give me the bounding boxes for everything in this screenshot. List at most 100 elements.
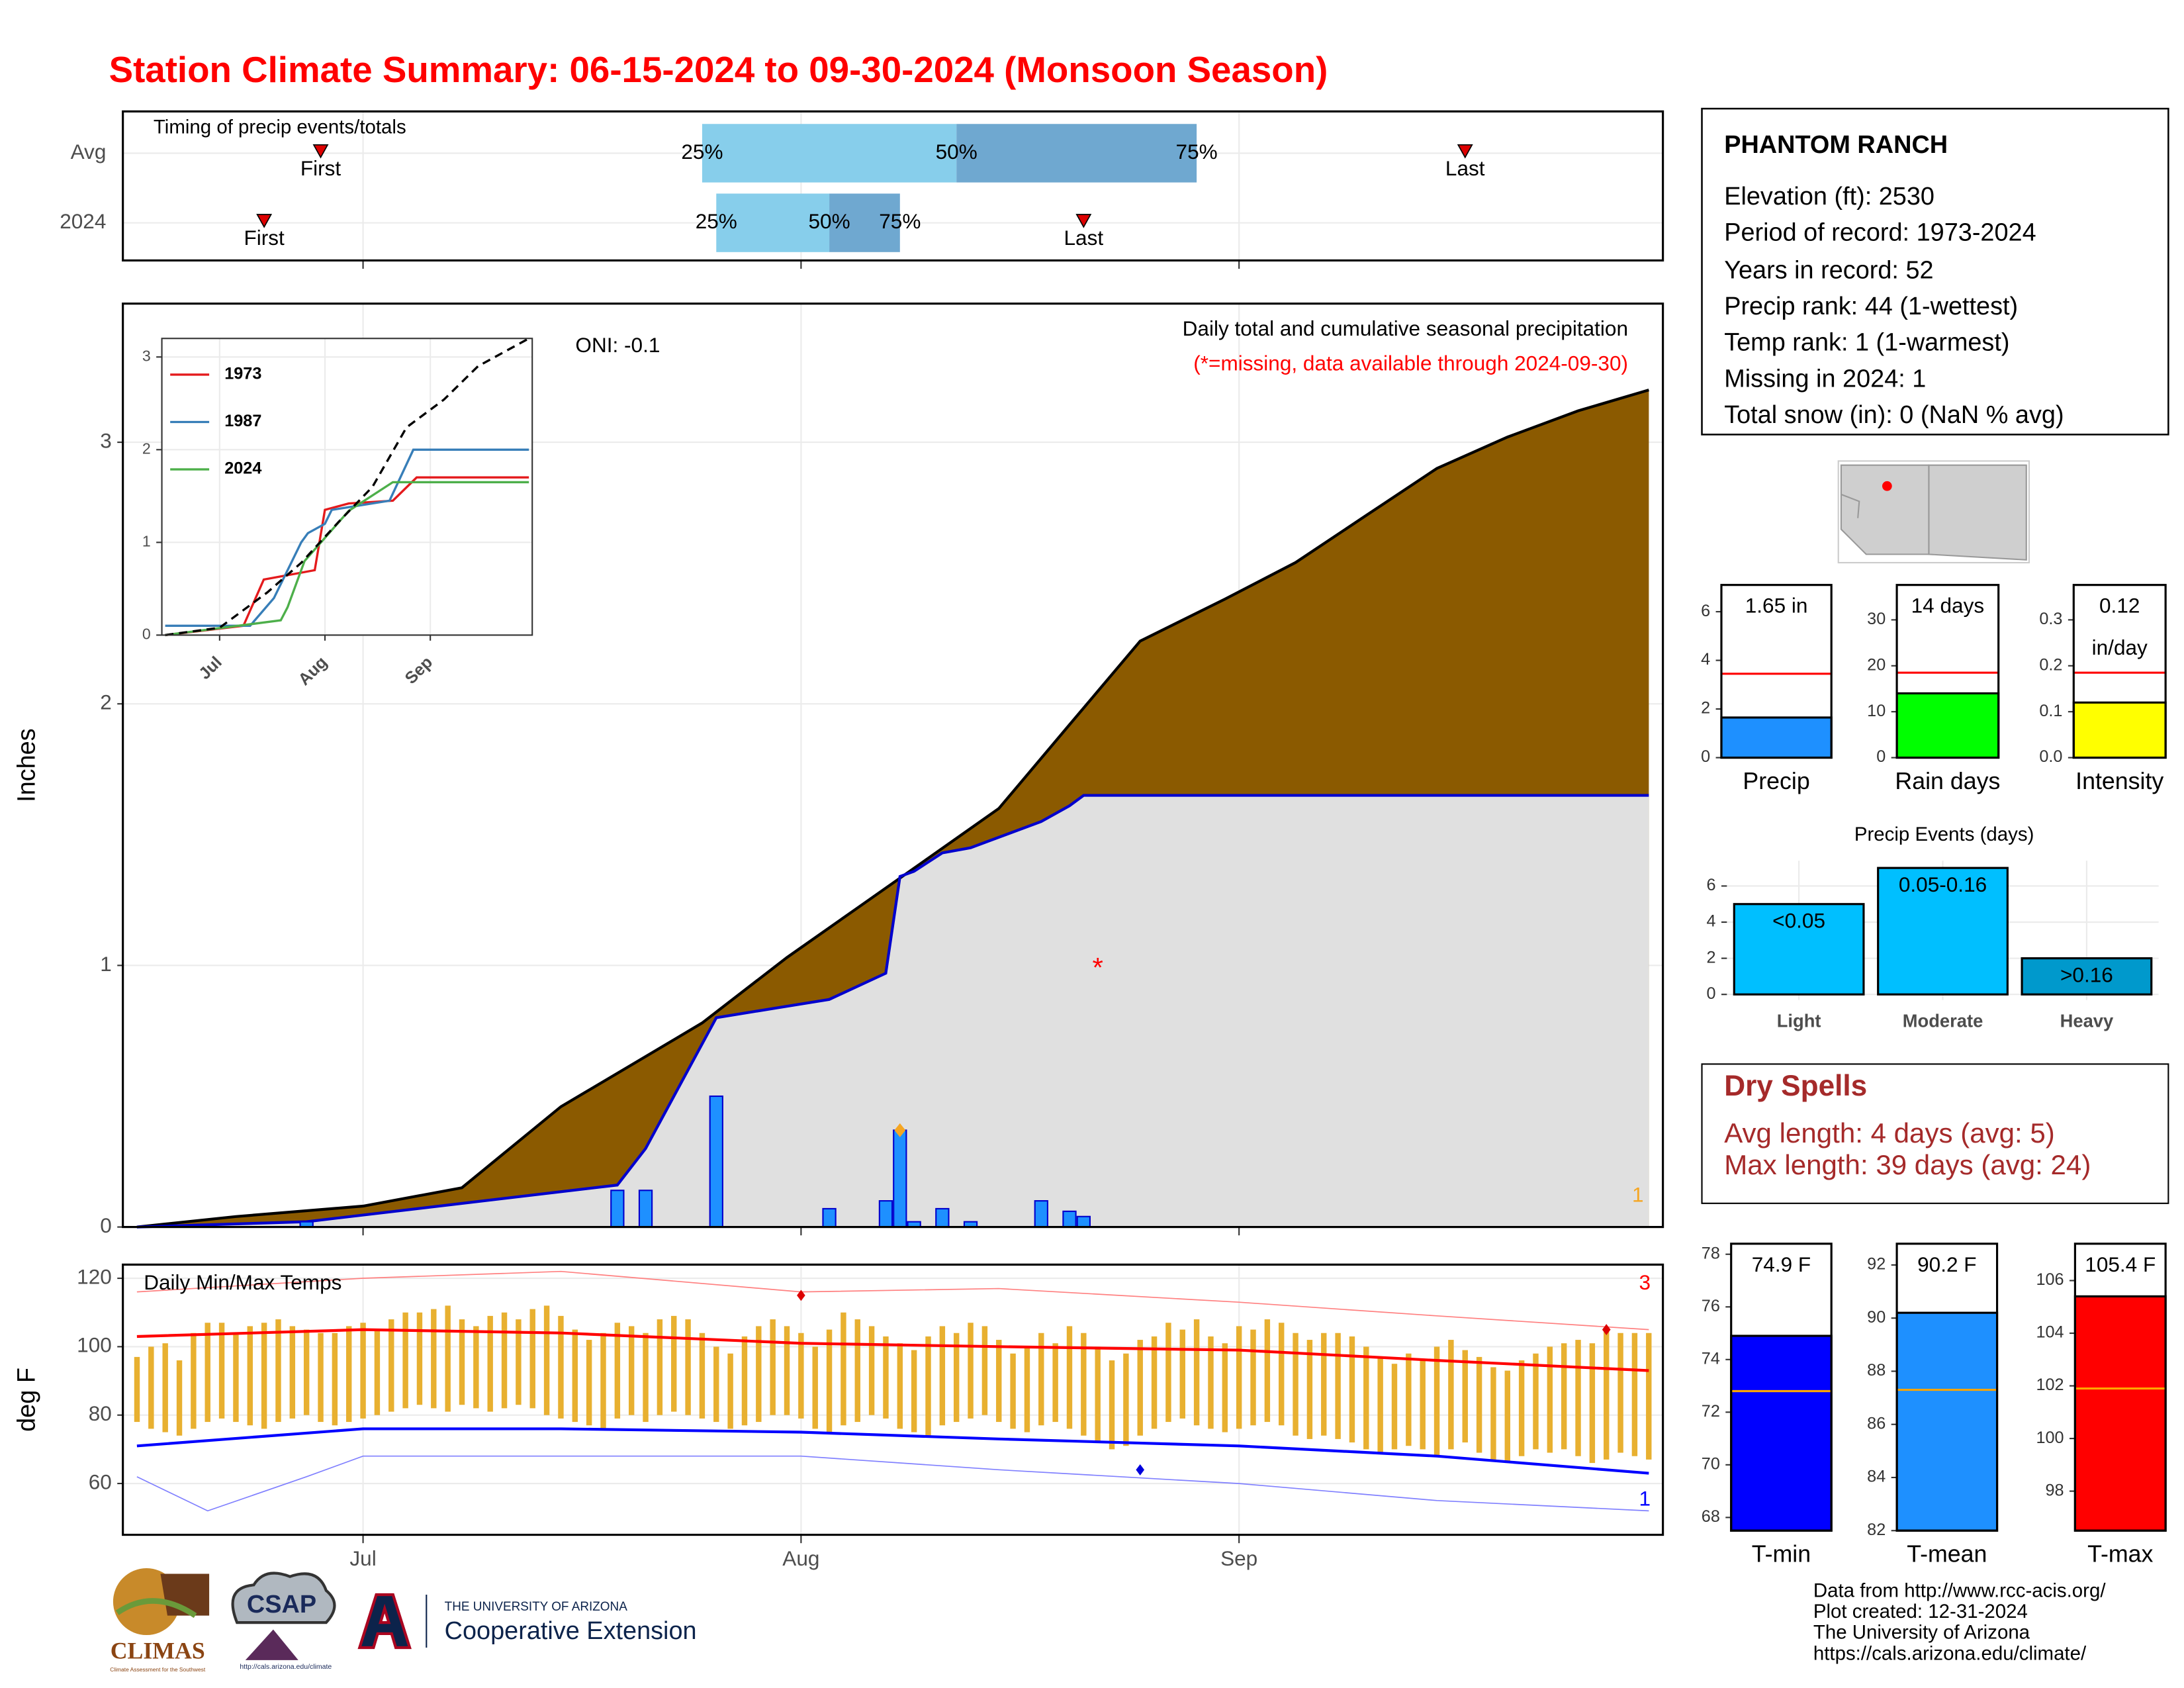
map-state <box>1928 464 2027 561</box>
temp-range-bar <box>1123 1353 1129 1446</box>
temp-range-bar <box>572 1329 578 1423</box>
y-tick-label: 74 <box>1702 1349 1720 1368</box>
climas-logo: CLIMAS Climate Assessment for the Southw… <box>110 1568 210 1673</box>
temp-range-bar <box>996 1340 1002 1423</box>
station-dot <box>1882 481 1892 491</box>
info-line: Total snow (in): 0 (NaN % avg) <box>1724 401 2064 429</box>
y-tick-label: 0.0 <box>2039 747 2062 766</box>
footer-line: Data from http://www.rcc-acis.org/ <box>1813 1580 2106 1602</box>
temp-range-bar <box>1193 1319 1200 1426</box>
quantile-bar <box>716 193 830 252</box>
daily-bar <box>638 1190 653 1228</box>
legend-label: 1987 <box>224 412 261 430</box>
y-tick-label: 92 <box>1867 1255 1886 1274</box>
event-marker <box>256 214 273 228</box>
temp-range-bar <box>1137 1340 1143 1436</box>
temp-range-bar <box>1646 1333 1652 1460</box>
temp-range-bar <box>388 1319 394 1412</box>
temp-range-bar <box>699 1333 705 1419</box>
dry-spells-line: Max length: 39 days (avg: 24) <box>1724 1149 2091 1180</box>
temp-range-bar <box>318 1333 324 1423</box>
temp-range-bar <box>727 1353 733 1429</box>
temp-range-bar <box>1306 1340 1313 1439</box>
temp-range-bar <box>332 1333 338 1426</box>
page-title: Station Climate Summary: 06-15-2024 to 0… <box>109 49 1328 90</box>
event-label: Last <box>1064 226 1104 250</box>
temp-range-bar <box>1617 1333 1623 1453</box>
value-label: <0.05 <box>1772 908 1825 932</box>
daily-bar <box>1034 1200 1048 1228</box>
plot-frame <box>2073 1243 2167 1532</box>
quantile-bar <box>829 193 900 252</box>
temp-range-bar <box>586 1340 592 1426</box>
bar <box>2021 957 2153 996</box>
x-axis-label: Intensity <box>2075 768 2163 794</box>
temp-range-bar <box>1236 1326 1242 1429</box>
temp-range-bar <box>756 1326 762 1423</box>
info-line: Period of record: 1973-2024 <box>1724 218 2036 246</box>
y-tick-label: 3 <box>100 428 112 452</box>
x-axis-label: Rain days <box>1895 768 2000 794</box>
temp-range-bar <box>1081 1333 1087 1436</box>
temp-range-bar <box>854 1319 860 1423</box>
temp-line <box>136 1328 1649 1372</box>
series-line <box>165 448 529 627</box>
temp-range-bar <box>1109 1360 1115 1450</box>
missing-marker: * <box>1092 952 1103 983</box>
temp-range-bar <box>543 1305 550 1415</box>
temp-range-bar <box>1052 1343 1058 1423</box>
temp-range-bar <box>1377 1356 1383 1453</box>
x-tick-label: Sep <box>1220 1546 1257 1570</box>
series-line <box>165 337 529 637</box>
y-tick-label: 88 <box>1867 1361 1886 1380</box>
record-count: 1 <box>1639 1486 1651 1510</box>
map-border <box>1841 493 1860 518</box>
daily-bar <box>1062 1210 1077 1228</box>
summary-bar <box>1895 692 2000 759</box>
info-line: Years in record: 52 <box>1724 256 1933 284</box>
quantile-bar <box>956 124 1197 183</box>
y-axis-label: deg F <box>13 1368 41 1432</box>
info-line: Precip rank: 44 (1-wettest) <box>1724 293 2018 320</box>
logo-text: Cooperative Extension <box>445 1617 697 1645</box>
temp-range-bar <box>1420 1360 1426 1450</box>
temp-range-bar <box>1264 1319 1271 1423</box>
plot-background <box>161 338 533 635</box>
temp-range-bar <box>1335 1333 1341 1439</box>
temp-range-bar <box>346 1326 352 1423</box>
logo-text: http://cals.arizona.edu/climate <box>240 1663 332 1671</box>
temp-range-bar <box>841 1312 846 1426</box>
temp-range-bar <box>1321 1333 1327 1436</box>
value-label: 0.05-0.16 <box>1899 872 1987 896</box>
map-state <box>1840 464 1930 555</box>
cumulative-line <box>136 794 1649 1229</box>
legend-label: 1973 <box>224 365 261 383</box>
logo-text: Climate Assessment for the Southwest <box>110 1666 206 1673</box>
temp-range-bar <box>1363 1346 1369 1450</box>
temp-range-bar <box>431 1309 437 1409</box>
temp-range-bar <box>529 1309 535 1409</box>
chart-title: Timing of precip events/totals <box>154 116 406 138</box>
y-tick-label: 86 <box>1867 1414 1886 1432</box>
y-tick-label: 0.2 <box>2039 655 2062 674</box>
temp-range-bar <box>1533 1353 1539 1450</box>
bar <box>1733 903 1865 996</box>
logo-text: CLIMAS <box>111 1638 205 1664</box>
plot-frame <box>1720 584 1833 759</box>
temp-range-bar <box>205 1323 210 1423</box>
x-tick-label: Aug <box>782 1546 819 1570</box>
plot-frame <box>161 338 533 636</box>
value-label: 74.9 F <box>1752 1252 1811 1276</box>
logo-shape <box>245 1629 298 1660</box>
dry-spells-box <box>1701 1063 2169 1204</box>
temp-range-bar <box>671 1315 677 1412</box>
row-label: 2024 <box>60 209 106 233</box>
plot-frame <box>1730 1243 1833 1532</box>
missing-count: 1 <box>1632 1183 1644 1207</box>
y-tick-label: 100 <box>77 1333 112 1357</box>
chart-title: Daily total and cumulative seasonal prec… <box>1183 316 1628 340</box>
value-label: 14 days <box>1911 594 1985 618</box>
temp-range-bar <box>713 1346 719 1423</box>
y-tick-label: 98 <box>2045 1481 2064 1499</box>
